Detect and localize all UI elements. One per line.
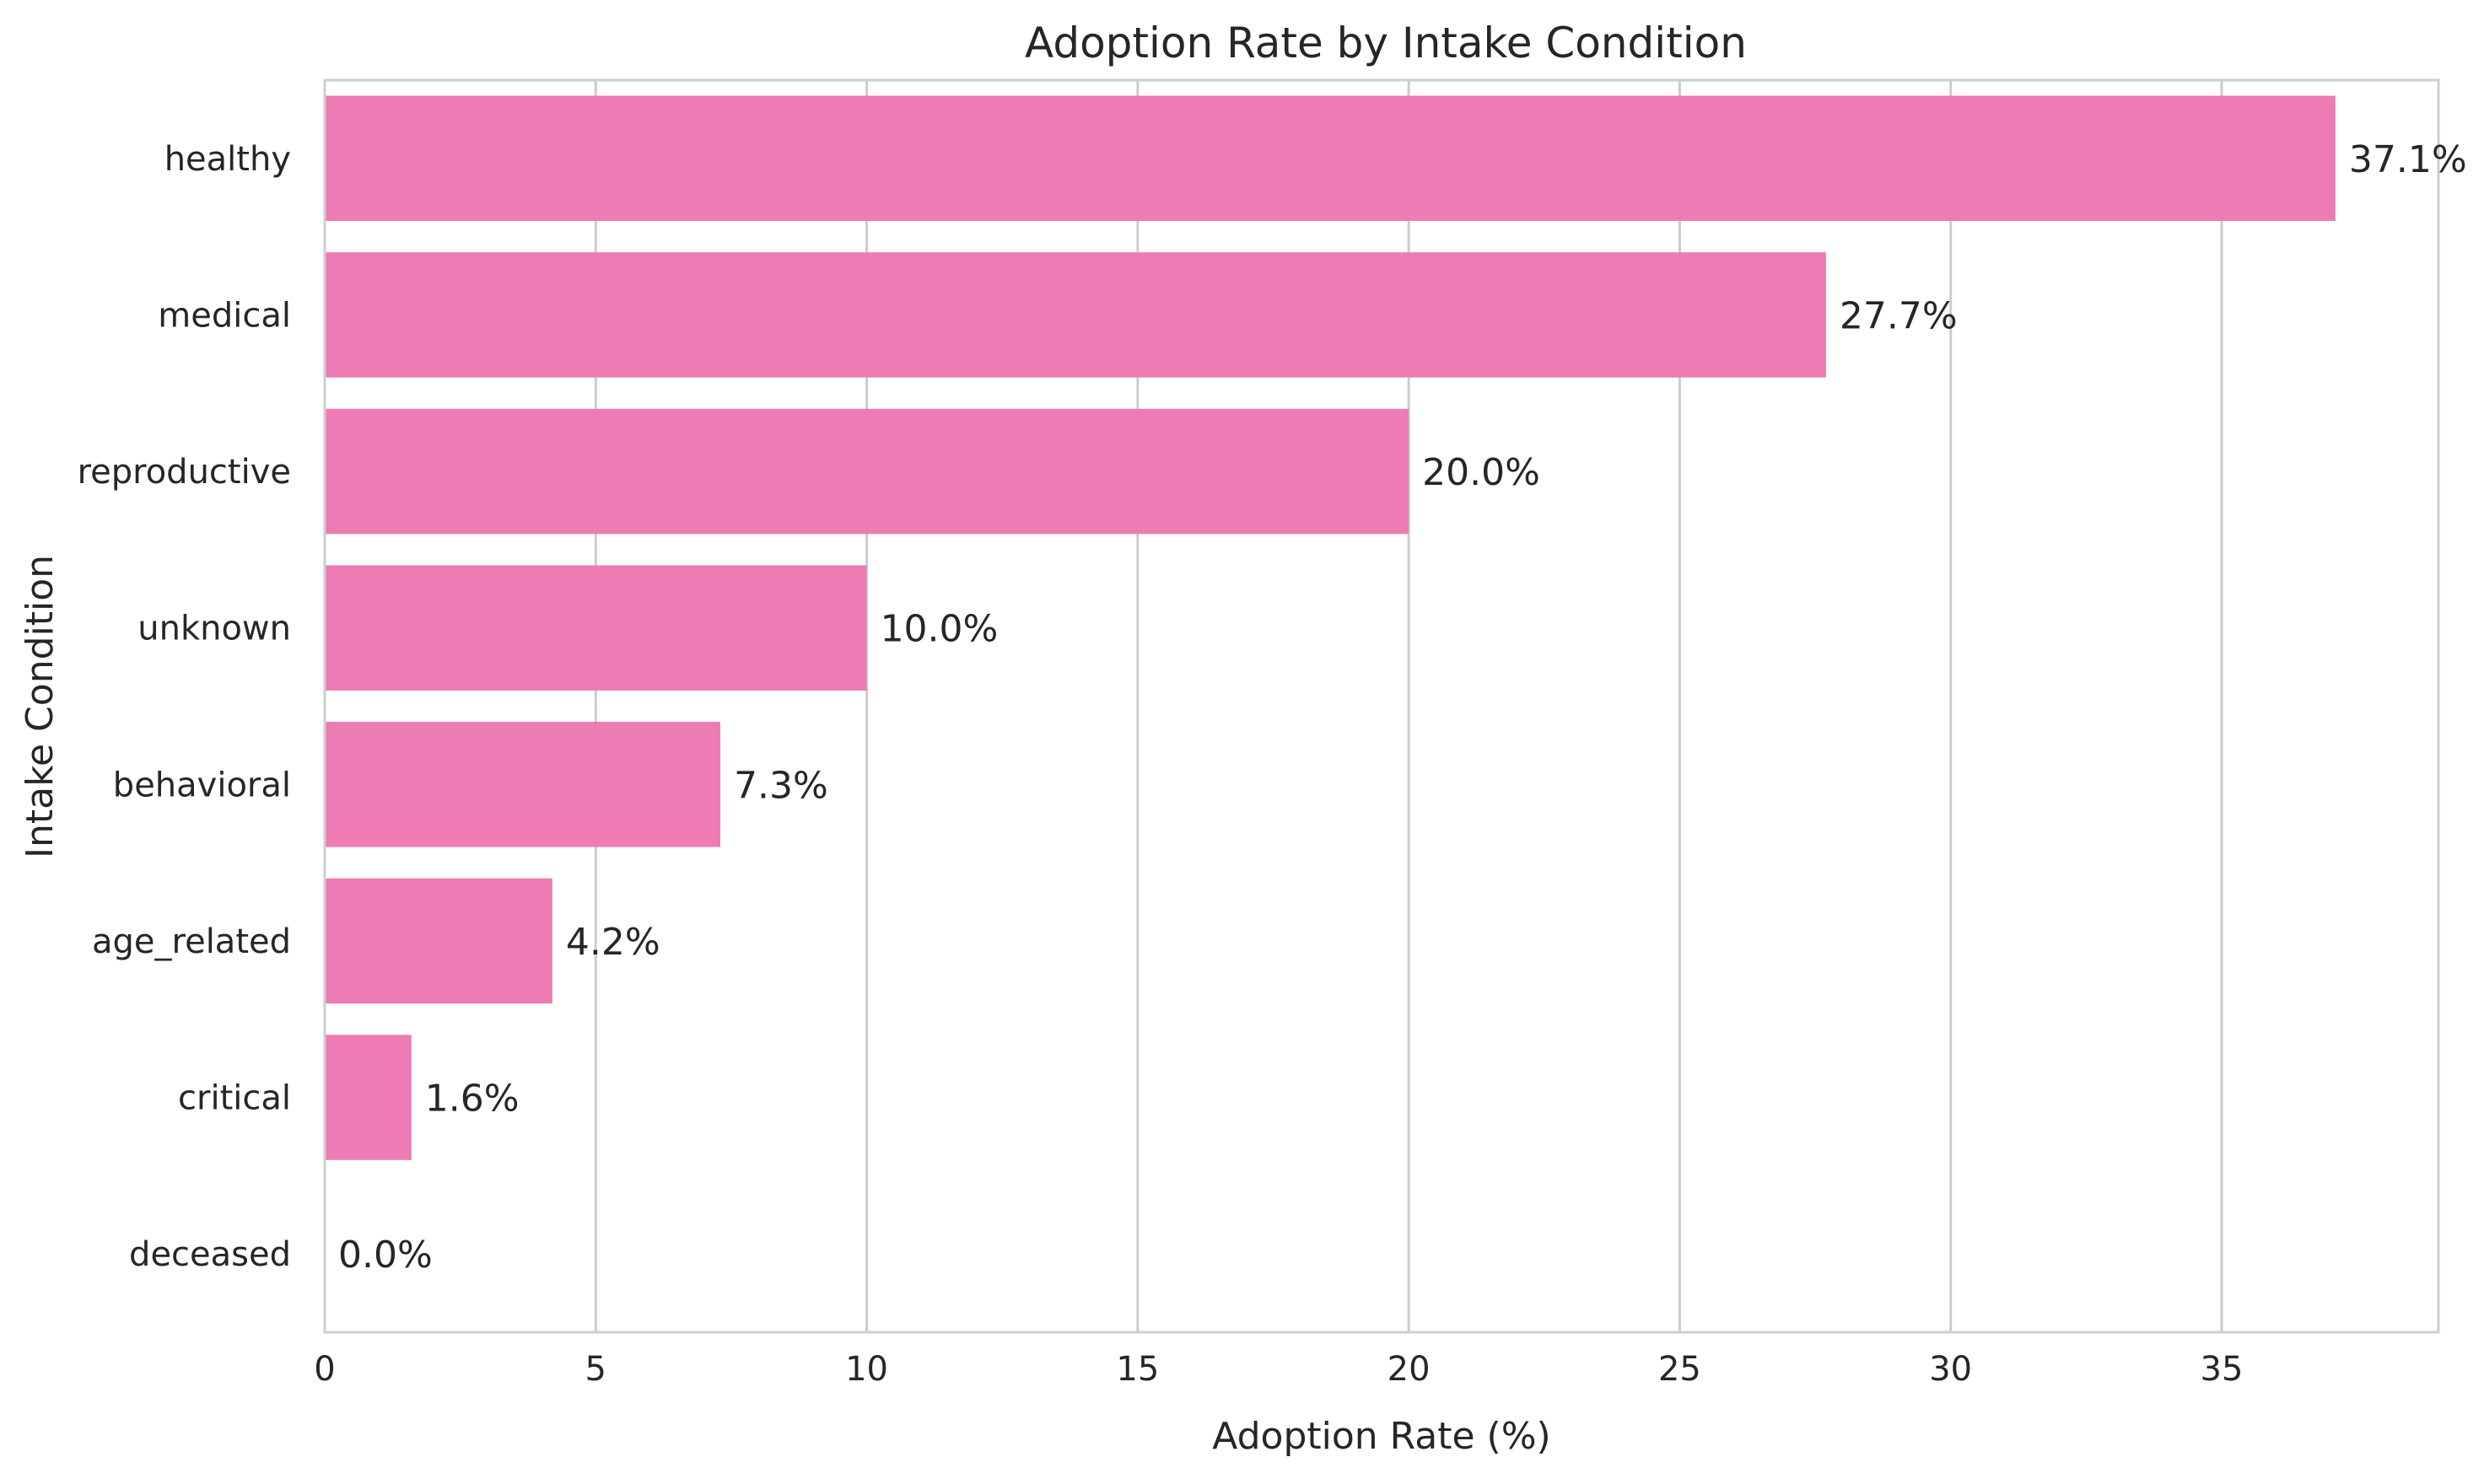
bars [325,95,2336,1160]
y-tick-label: behavioral [113,766,291,804]
y-tick-label: deceased [129,1235,291,1274]
x-tick-label: 0 [314,1350,335,1389]
y-axis-ticks: healthy medical reproductive unknown behavio… [78,140,291,1274]
bar-critical [325,1035,412,1160]
value-label: 0.0% [338,1234,433,1277]
bar-medical [325,252,1826,378]
bar-unknown [325,565,867,691]
x-tick-label: 15 [1116,1350,1159,1389]
bar-healthy [325,95,2336,222]
x-axis-title: Adoption Rate (%) [1212,1415,1550,1458]
x-tick-label: 25 [1658,1350,1701,1389]
x-tick-label: 20 [1387,1350,1431,1389]
bar-behavioral [325,722,721,847]
plot-frame [323,78,2440,1334]
y-axis-title: Intake Condition [19,555,62,858]
x-axis-ticks: 0 5 10 15 20 25 30 35 [314,1350,2243,1389]
value-label: 27.7% [1840,294,1958,337]
x-tick-label: 30 [1929,1350,1972,1389]
value-label: 4.2% [566,921,660,964]
chart-title: Adoption Rate by Intake Condition [1025,19,1747,67]
y-tick-label: unknown [137,610,291,648]
value-label: 37.1% [2349,138,2467,181]
y-tick-label: healthy [164,140,291,179]
y-tick-label: age_related [92,922,291,961]
value-labels: 37.1% 27.7% 20.0% 10.0% 7.3% 4.2% 1.6% 0.0% [338,138,2467,1277]
value-label: 7.3% [734,764,828,807]
x-tick-label: 35 [2201,1350,2244,1389]
y-tick-label: reproductive [78,453,291,492]
y-tick-label: medical [158,296,291,335]
value-label: 1.6% [425,1078,520,1121]
value-label: 20.0% [1422,451,1540,494]
x-tick-label: 10 [845,1350,888,1389]
y-tick-label: critical [178,1079,291,1118]
bar-reproductive [325,408,1409,535]
x-tick-label: 5 [585,1350,606,1389]
value-label: 10.0% [881,608,999,651]
bar-age_related [325,878,552,1004]
